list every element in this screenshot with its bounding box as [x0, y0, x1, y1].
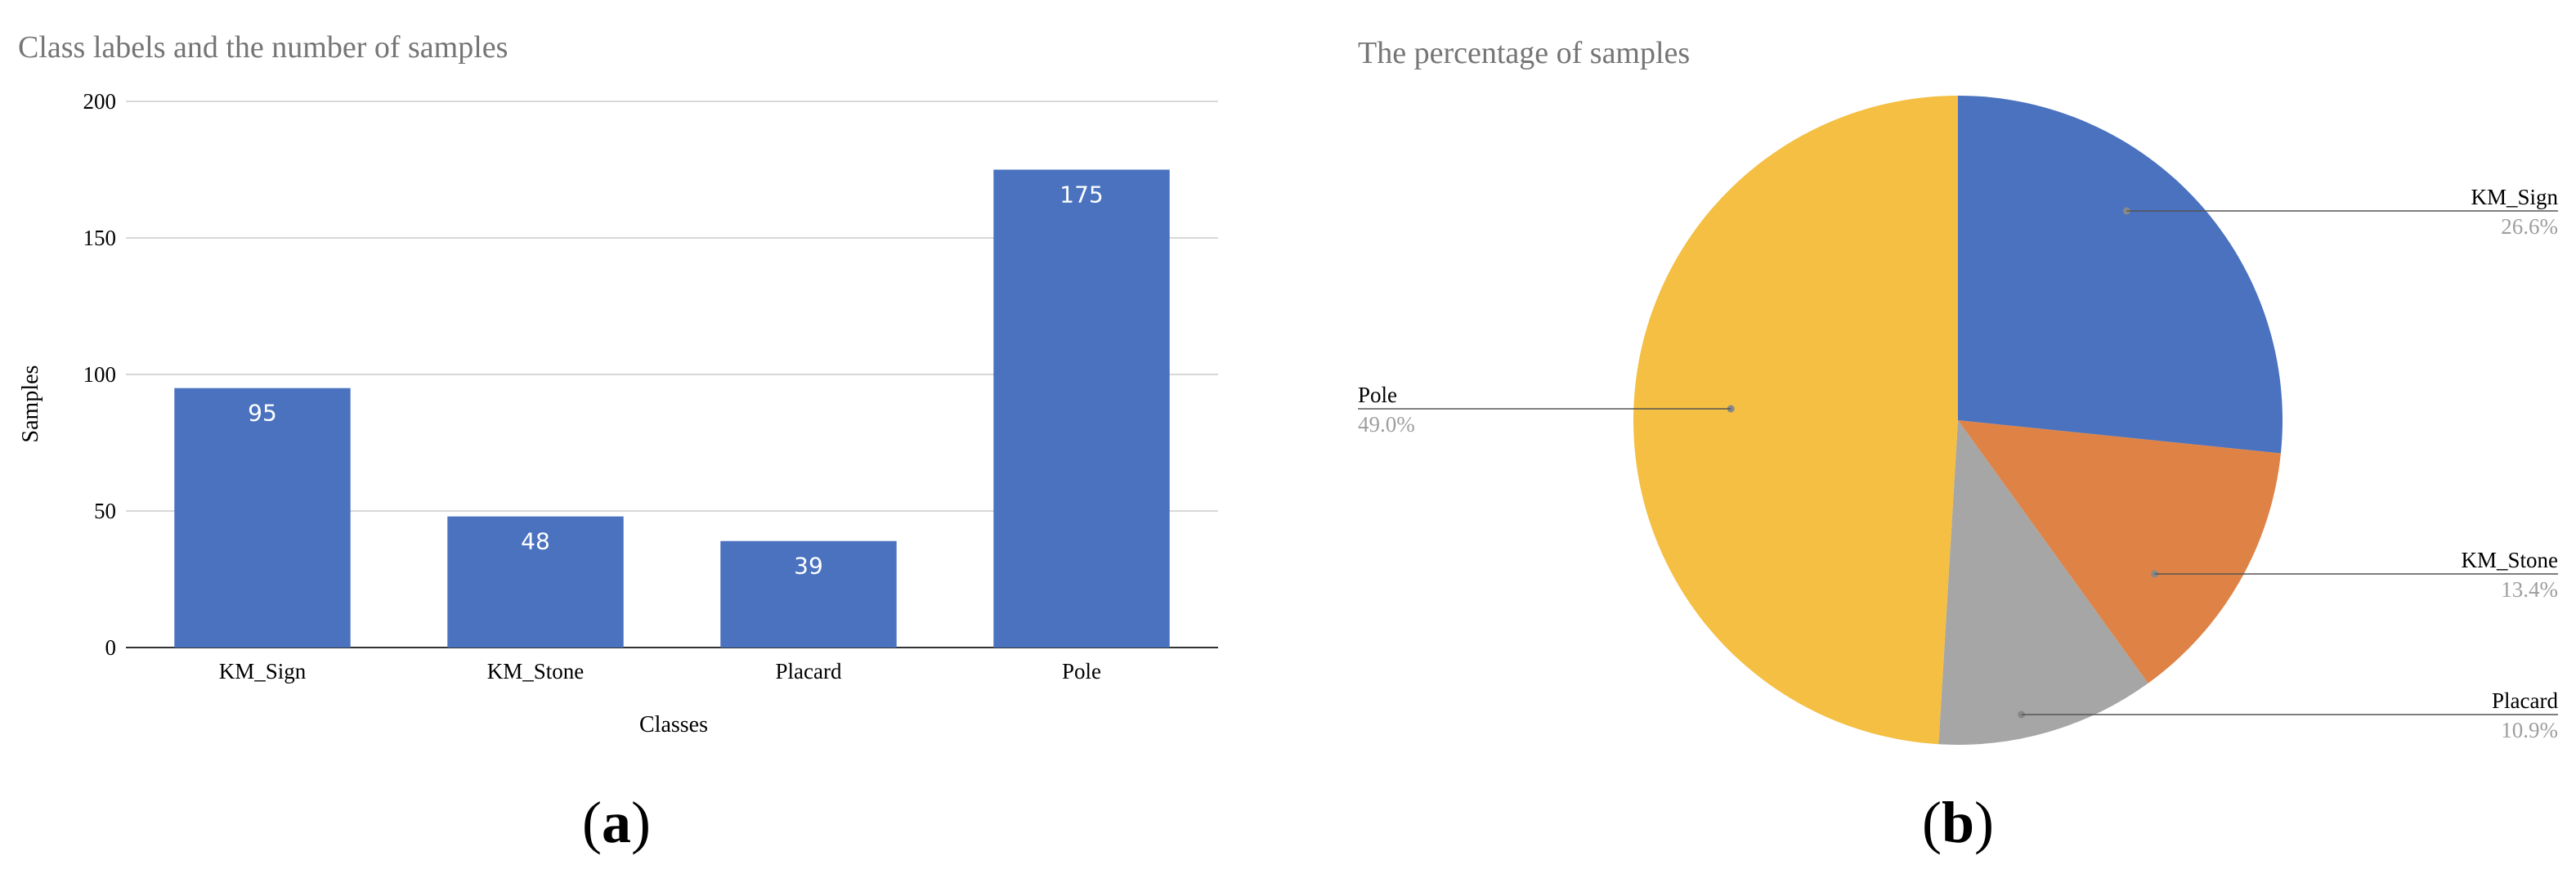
pie-slice-km-sign [1958, 96, 2283, 454]
panel-label-b: (b) [1922, 790, 1994, 855]
pie-slice-km-stone [1958, 420, 2281, 684]
bar-chart: Class labels and the number of samples 0… [18, 30, 1218, 855]
bar-km-sign [174, 388, 351, 648]
bar-chart-y-tick-label: 150 [83, 226, 117, 250]
bar-chart-title: Class labels and the number of samples [18, 30, 508, 65]
pie-label-percent: 13.4% [2501, 577, 2558, 602]
bar-km-stone [447, 516, 624, 648]
pie-label-name: KM_Stone [2461, 548, 2558, 572]
pie-label-name: Pole [1358, 383, 1397, 407]
pie-chart: The percentage of samples KM_Sign26.6%KM… [1358, 36, 2558, 855]
pie-label-percent: 49.0% [1358, 412, 1415, 437]
bar-chart-y-tick-label: 200 [83, 89, 117, 114]
bar-chart-y-ticks: 0 50 100 150 200 [83, 89, 117, 660]
pie-label-name: Placard [2492, 688, 2558, 713]
pie-label-name: KM_Sign [2471, 185, 2558, 209]
bar-chart-y-tick-label: 50 [94, 499, 116, 523]
bar-data-label: 175 [1060, 182, 1103, 208]
bar-pole [993, 169, 1170, 648]
bar-chart-x-tick-label: KM_Sign [219, 659, 307, 684]
pie-chart-slices [1633, 96, 2283, 745]
pie-slice-pole [1633, 96, 1958, 745]
bar-chart-y-axis-title: Samples [18, 365, 43, 443]
bar-chart-x-tick-label: Placard [776, 659, 842, 684]
pie-chart-labels: KM_Sign 26.6% KM_Stone 13.4% Placard 10.9% Pol… [1358, 185, 2558, 742]
bar-chart-x-axis-title: Classes [639, 712, 708, 737]
bar-chart-x-ticks: KM_Sign KM_Stone Placard Pole [219, 659, 1101, 684]
pie-slice-placard [1938, 420, 2148, 745]
pie-label-percent: 26.6% [2501, 214, 2558, 239]
pie-chart-title: The percentage of samples [1358, 36, 1690, 70]
bar-data-label: 95 [248, 400, 277, 427]
bar-chart-x-tick-label: Pole [1062, 659, 1101, 684]
pie-label-percent: 10.9% [2501, 718, 2558, 742]
panel-label-a: (a) [582, 790, 651, 855]
bar-chart-x-tick-label: KM_Stone [487, 659, 585, 684]
bar-placard [720, 540, 897, 648]
bar-data-label: 48 [521, 528, 550, 555]
bar-chart-y-tick-label: 0 [105, 635, 117, 660]
bar-data-label: 39 [794, 553, 823, 580]
bar-chart-bars: 95 48 39 175 [174, 169, 1170, 648]
bar-chart-y-tick-label: 100 [83, 362, 117, 387]
